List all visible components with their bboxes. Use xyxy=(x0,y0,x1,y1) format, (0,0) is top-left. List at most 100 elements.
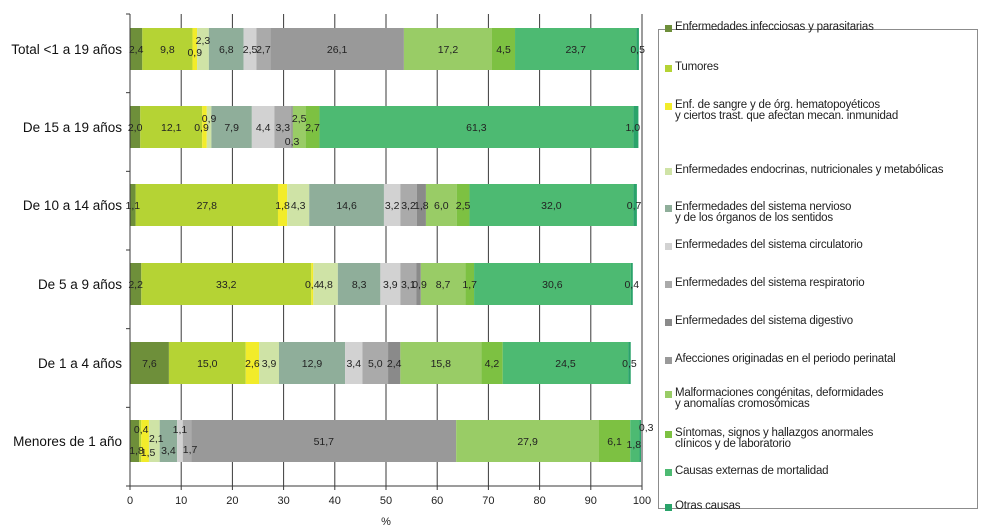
bar-segment xyxy=(425,184,457,226)
legend-item: Enfermedades del sistema circulatorio xyxy=(665,239,863,251)
bar-segment xyxy=(259,342,279,384)
bar-segment xyxy=(287,184,310,226)
data-label: 1,1 xyxy=(126,200,141,212)
bar-segment xyxy=(502,342,629,384)
bar-segment xyxy=(130,184,136,226)
bar-segment xyxy=(142,28,193,70)
bar-segment xyxy=(491,28,516,70)
data-label: 4,8 xyxy=(318,279,333,291)
bar-segment xyxy=(148,420,160,462)
bar-segment xyxy=(311,263,314,305)
bar-segment xyxy=(456,184,470,226)
data-label: 0,9 xyxy=(412,279,427,291)
category-label: Total <1 a 19 años xyxy=(11,42,122,57)
bar-segment xyxy=(380,263,401,305)
data-label: 12,1 xyxy=(161,122,182,134)
bar-segment xyxy=(469,184,634,226)
data-label: 1,8 xyxy=(129,445,144,457)
bar-segment xyxy=(192,28,198,70)
data-label: 8,7 xyxy=(436,279,451,291)
data-label: 6,8 xyxy=(219,44,234,56)
legend-swatch xyxy=(665,205,672,212)
bar-segment xyxy=(305,106,320,148)
legend-item: Causas externas de mortalidad xyxy=(665,465,829,477)
data-label: 6,0 xyxy=(434,200,449,212)
data-label: 3,9 xyxy=(262,358,277,370)
data-label: 3,4 xyxy=(161,445,176,457)
data-label: 0,9 xyxy=(202,113,217,125)
data-label: 0,4 xyxy=(305,279,320,291)
bar-segment xyxy=(256,28,271,70)
data-label: 15,0 xyxy=(197,358,218,370)
data-label: 8,3 xyxy=(352,279,367,291)
bar-segment xyxy=(420,263,466,305)
legend-swatch xyxy=(665,469,672,476)
legend-swatch xyxy=(665,281,672,288)
data-label: 2,5 xyxy=(292,113,307,125)
legend-label: Afecciones originadas en el periodo peri… xyxy=(675,353,896,365)
legend-label: Enf. de sangre y de órg. hematopoyéticos… xyxy=(675,99,899,122)
bar-segment xyxy=(245,342,260,384)
legend-label: Enfermedades del sistema nervioso y de l… xyxy=(675,201,852,224)
bar-segment xyxy=(337,263,381,305)
bar-segment xyxy=(291,106,293,148)
legend-label: Enfermedades del sistema respiratorio xyxy=(675,277,865,289)
data-label: 1,5 xyxy=(141,447,156,459)
bar-segment xyxy=(639,420,641,462)
bar-segment xyxy=(130,263,142,305)
bar-segment xyxy=(243,28,257,70)
data-label: 2,7 xyxy=(256,44,271,56)
legend-swatch xyxy=(665,431,672,438)
legend-swatch xyxy=(665,65,672,72)
bar-segment xyxy=(191,420,457,462)
data-label: 0,7 xyxy=(627,200,642,212)
bar-segment xyxy=(277,184,288,226)
x-tick-label: 50 xyxy=(380,495,392,507)
data-label: 30,6 xyxy=(542,279,563,291)
legend-item: Enf. de sangre y de órg. hematopoyéticos… xyxy=(665,99,899,122)
data-label: 2,0 xyxy=(128,122,143,134)
bar-segment xyxy=(633,106,639,148)
bar-segment xyxy=(345,342,363,384)
bar-segment xyxy=(130,106,141,148)
data-label: 0,5 xyxy=(630,44,645,56)
data-label: 9,8 xyxy=(160,44,175,56)
x-axis-label: % xyxy=(381,516,391,528)
bar-segment xyxy=(197,28,209,70)
data-label: 14,6 xyxy=(336,200,357,212)
bar-segment xyxy=(362,342,389,384)
x-tick-label: 100 xyxy=(633,495,651,507)
bar-segment xyxy=(211,106,252,148)
data-label: 27,8 xyxy=(197,200,218,212)
bar-segment xyxy=(135,184,278,226)
data-label: 23,7 xyxy=(565,44,586,56)
legend-item: Enfermedades del sistema respiratorio xyxy=(665,277,865,289)
data-label: 3,3 xyxy=(276,122,291,134)
data-label: 26,1 xyxy=(327,44,348,56)
bar-segment xyxy=(206,106,212,148)
x-tick-label: 30 xyxy=(277,495,289,507)
data-label: 1,1 xyxy=(173,424,188,436)
bar-segment xyxy=(598,420,631,462)
bar-segment xyxy=(251,106,275,148)
category-labels: Total <1 a 19 años De 15 a 19 años De 10 a… xyxy=(11,42,122,449)
bar-segment xyxy=(159,420,178,462)
bar-segment xyxy=(628,342,631,384)
data-label: 2,5 xyxy=(243,44,258,56)
category-label: De 10 a 14 años xyxy=(23,198,122,213)
data-label: 33,2 xyxy=(216,279,237,291)
data-label: 2,7 xyxy=(305,122,320,134)
bar-segment xyxy=(208,28,244,70)
legend-label: Tumores xyxy=(675,61,719,73)
legend-swatch xyxy=(665,243,672,250)
bar-segment xyxy=(182,420,192,462)
x-tick-labels: 0 10 20 30 40 50 60 70 80 90 100 xyxy=(127,495,651,507)
data-label: 2,5 xyxy=(456,200,471,212)
bars-layer xyxy=(130,28,641,462)
data-label: 7,6 xyxy=(142,358,157,370)
data-label: 3,1 xyxy=(401,279,416,291)
legend-item: Malformaciones congénitas, deformidades … xyxy=(665,387,883,410)
bar-segment xyxy=(515,28,637,70)
legend-label: Enfermedades infecciosas y parasitarias xyxy=(675,21,874,33)
